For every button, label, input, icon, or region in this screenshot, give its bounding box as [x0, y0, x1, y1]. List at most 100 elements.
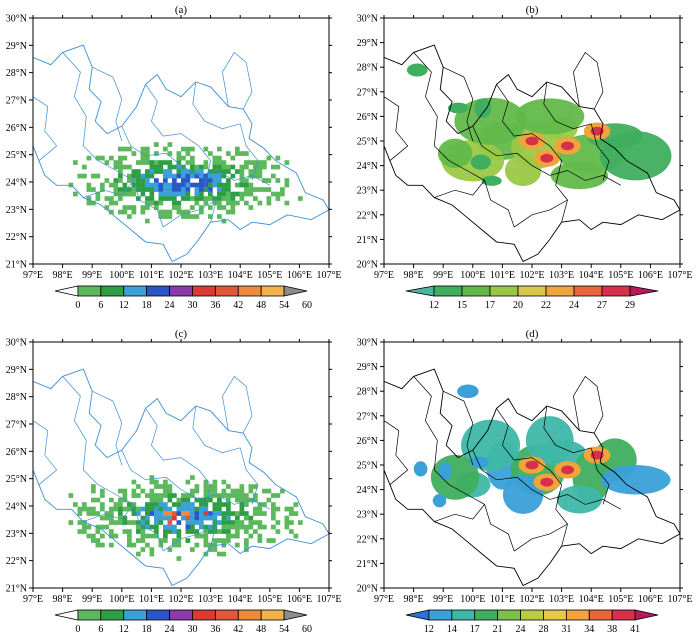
- precip-cell: [172, 200, 177, 206]
- precip-cell: [194, 164, 200, 170]
- precip-cell: [248, 524, 254, 530]
- precip-cell: [239, 173, 245, 179]
- colorbar-swatch: [611, 609, 636, 621]
- precip-cell: [104, 196, 110, 201]
- precip-cell: [221, 493, 227, 498]
- precip-cell: [239, 488, 245, 494]
- prefecture-boundary: [145, 408, 199, 471]
- y-tick-label: 20°N: [357, 260, 378, 271]
- colorbar-swatch: [146, 609, 170, 621]
- precip-cell: [199, 182, 204, 188]
- colorbar-label: 22: [541, 300, 551, 311]
- prefecture-boundary: [472, 126, 533, 166]
- precip-cell: [109, 533, 114, 539]
- precip-cell: [185, 187, 191, 192]
- precip-contour: [481, 175, 502, 186]
- precip-cell: [136, 196, 141, 201]
- panel-label: (c): [175, 328, 188, 340]
- y-tick-label: 22°N: [6, 556, 27, 567]
- precip-cell: [280, 191, 285, 197]
- precip-cell: [86, 187, 92, 192]
- x-tick-label: 98°E: [404, 594, 424, 605]
- precip-cell: [221, 538, 227, 543]
- colorbar: 12 15 17 20 22 24 27 29: [405, 285, 659, 311]
- precip-contour: [561, 141, 575, 151]
- precip-cell: [149, 475, 155, 480]
- x-tick-label: 100°E: [460, 270, 485, 281]
- precip-cell: [163, 173, 168, 179]
- precip-cell: [181, 187, 186, 192]
- precip-cell: [230, 155, 236, 161]
- precip-cell: [298, 520, 303, 525]
- precip-cell: [262, 502, 267, 507]
- prefecture-boundary: [514, 523, 568, 552]
- precip-cell: [257, 524, 263, 530]
- precip-cell: [226, 209, 231, 215]
- precip-cell: [275, 196, 281, 201]
- colorbar-swatch: [192, 609, 216, 621]
- precip-cell: [163, 493, 168, 498]
- colorbar-swatch: [237, 609, 262, 621]
- precip-cell: [212, 178, 218, 183]
- precip-cell: [145, 146, 150, 152]
- precip-cell: [131, 173, 137, 179]
- precip-cell: [217, 191, 222, 197]
- precip-cell: [86, 511, 92, 516]
- precip-cell: [185, 196, 191, 201]
- precip-cell: [194, 214, 200, 219]
- x-tick-label: 103°E: [198, 270, 223, 281]
- precip-cell: [127, 538, 132, 543]
- precip-cell: [172, 173, 177, 179]
- precip-cell: [194, 497, 200, 503]
- y-tick-label: 30°N: [6, 14, 27, 25]
- precip-cell: [226, 502, 231, 507]
- x-tick-label: 97°E: [374, 594, 394, 605]
- x-tick-label: 101°E: [139, 594, 164, 605]
- x-tick-label: 101°E: [490, 270, 515, 281]
- precip-cell: [154, 502, 159, 507]
- precip-cell: [122, 182, 128, 188]
- precip-cell: [230, 209, 236, 215]
- colorbar-label: 28: [538, 624, 548, 635]
- precip-cell: [239, 196, 245, 201]
- precip-cell: [226, 151, 231, 156]
- colorbar-swatch: [543, 609, 567, 621]
- precip-cell: [185, 506, 191, 512]
- precip-cell: [262, 160, 267, 165]
- precip-cell: [253, 169, 258, 174]
- precip-cell: [158, 484, 164, 489]
- precip-cell: [131, 520, 137, 525]
- precip-cell: [226, 520, 231, 525]
- colorbar-label: 54: [279, 300, 289, 311]
- precip-cell: [127, 205, 132, 210]
- precip-cell: [127, 529, 132, 534]
- precip-cell: [226, 524, 231, 530]
- precip-cell: [131, 209, 137, 215]
- precip-cell: [140, 146, 146, 152]
- precip-cell: [163, 187, 168, 192]
- precip-cell: [203, 542, 209, 548]
- precip-cell: [208, 214, 213, 219]
- precip-cell: [176, 506, 182, 512]
- precip-cell: [172, 493, 177, 498]
- precip-cell: [158, 200, 164, 206]
- prefecture-boundary: [514, 199, 568, 228]
- precip-cell: [172, 187, 177, 192]
- map-panel-d: (d) 97°E 98°E 99°E 100°E 101°E 102°E 103°E 104°E…: [357, 328, 693, 635]
- precip-cell: [284, 524, 290, 530]
- precip-cell: [185, 502, 191, 507]
- precip-cell: [131, 191, 137, 197]
- precip-cell: [176, 497, 182, 503]
- precip-cell: [167, 182, 173, 188]
- precip-cell: [217, 182, 222, 188]
- precip-cell: [253, 529, 258, 534]
- panel-label: (b): [526, 4, 539, 16]
- precip-cell: [100, 502, 105, 507]
- x-tick-label: 104°E: [579, 270, 604, 281]
- map-panel-c: (c) 97°E 98°E 99°E 100°E 101°E 102°E 103°E 104°E…: [6, 328, 342, 635]
- precip-cell: [176, 155, 182, 161]
- x-tick-label: 102°E: [519, 270, 544, 281]
- y-tick-label: 27°N: [6, 420, 27, 431]
- precip-cell: [122, 520, 128, 525]
- precip-cell: [239, 502, 245, 507]
